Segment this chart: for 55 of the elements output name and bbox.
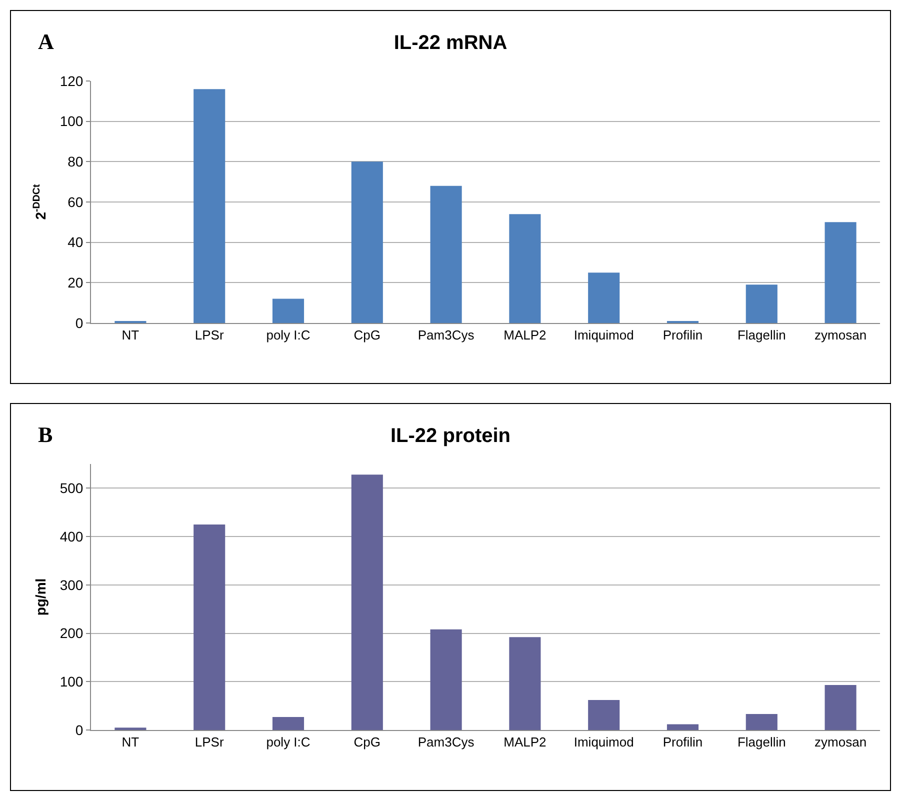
chart-title: IL-22 protein: [390, 425, 511, 447]
chart-title: IL-22 mRNA: [394, 32, 508, 54]
bar: [588, 272, 620, 323]
y-tick-label: 200: [60, 625, 84, 642]
x-tick-label: MALP2: [504, 734, 546, 750]
x-tick-label: Pam3Cys: [418, 734, 475, 750]
x-tick-label: CpG: [354, 328, 381, 343]
bar: [588, 700, 620, 730]
x-tick-label: Pam3Cys: [418, 328, 475, 343]
x-tick-label: Imiquimod: [574, 328, 634, 343]
y-tick-label: 300: [60, 576, 84, 593]
bar: [430, 629, 462, 730]
x-tick-label: LPSr: [194, 328, 224, 343]
y-tick-label: 100: [60, 113, 84, 130]
bar: [746, 714, 778, 730]
bar: [272, 298, 304, 323]
x-tick-label: NT: [122, 734, 140, 750]
x-tick-label: zymosan: [814, 328, 867, 343]
bar: [194, 89, 226, 323]
x-tick-label: poly I:C: [266, 734, 310, 750]
bar: [824, 685, 856, 730]
bar: [509, 637, 541, 730]
y-tick-label: 0: [75, 314, 84, 331]
y-axis-title: pg/ml: [32, 578, 48, 616]
y-tick-label: 120: [60, 72, 84, 89]
x-tick-label: LPSr: [194, 734, 224, 750]
y-tick-label: 80: [68, 154, 84, 170]
x-tick-label: Flagellin: [737, 328, 786, 343]
bar: [430, 186, 462, 323]
text: A: [38, 29, 54, 54]
bar: [272, 716, 304, 730]
x-tick-label: NT: [122, 328, 140, 343]
x-tick-label: Profilin: [662, 328, 703, 343]
bar: [351, 162, 383, 323]
bar: [746, 284, 778, 323]
bar: [824, 222, 856, 323]
x-tick-label: poly I:C: [266, 328, 310, 343]
bar: [194, 524, 226, 730]
y-tick-label: 60: [68, 194, 84, 210]
bar: [351, 474, 383, 730]
x-tick-label: Imiquimod: [574, 734, 634, 750]
y-tick-label: 0: [75, 722, 84, 738]
x-tick-label: CpG: [354, 734, 381, 750]
x-tick-label: Flagellin: [737, 734, 786, 750]
y-tick-label: 20: [68, 274, 84, 291]
y-tick-label: 100: [60, 674, 84, 690]
y-tick-label: 40: [68, 234, 84, 250]
x-tick-label: zymosan: [814, 734, 867, 750]
x-tick-label: MALP2: [504, 328, 546, 343]
x-tick-label: Profilin: [662, 734, 703, 750]
bar: [509, 214, 541, 323]
y-tick-label: 500: [60, 480, 84, 496]
text: B: [38, 422, 53, 447]
y-tick-label: 400: [60, 528, 84, 544]
bar: [666, 724, 699, 730]
